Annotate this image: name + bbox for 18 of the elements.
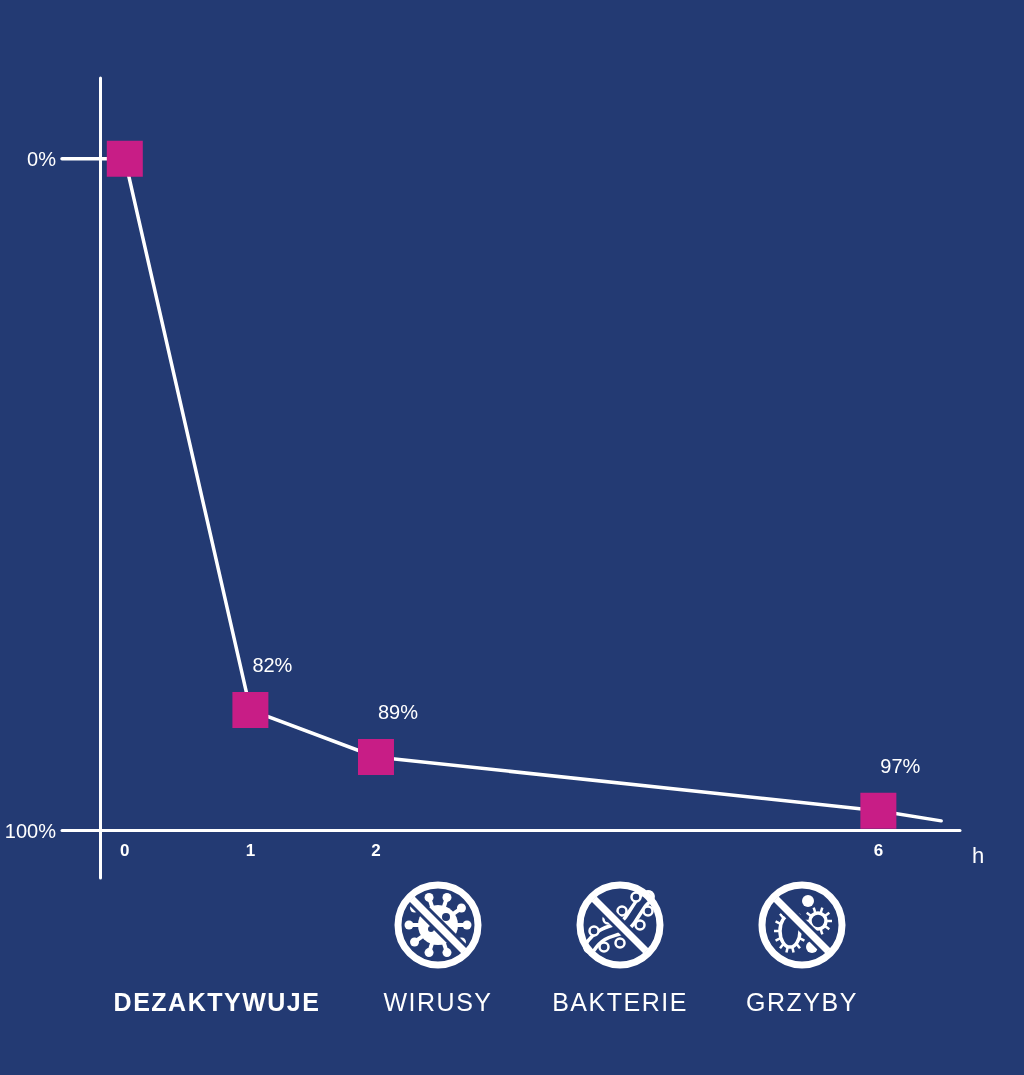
x-tick-label: 2: [371, 841, 381, 860]
point: [860, 792, 897, 829]
text: DEZAKTYWUJE: [112, 987, 322, 1018]
x-tick-label: 6: [873, 841, 884, 860]
point: [106, 140, 143, 177]
point: [357, 738, 394, 775]
data-label: 82%: [252, 653, 293, 676]
text: BAKTERIE: [551, 987, 689, 1018]
data-label: 89%: [377, 700, 419, 723]
point: [232, 691, 269, 728]
x-tick-label: 0: [120, 841, 130, 860]
text: WIRUSY: [383, 988, 493, 1016]
text: GRZYBY: [746, 988, 858, 1016]
data-label: 97%: [880, 754, 921, 777]
y-tick-label: 100%: [4, 819, 57, 842]
x-axis-title: h: [972, 842, 985, 868]
y-tick-label: 0%: [27, 147, 57, 170]
x-tick-label: 1: [245, 841, 256, 860]
